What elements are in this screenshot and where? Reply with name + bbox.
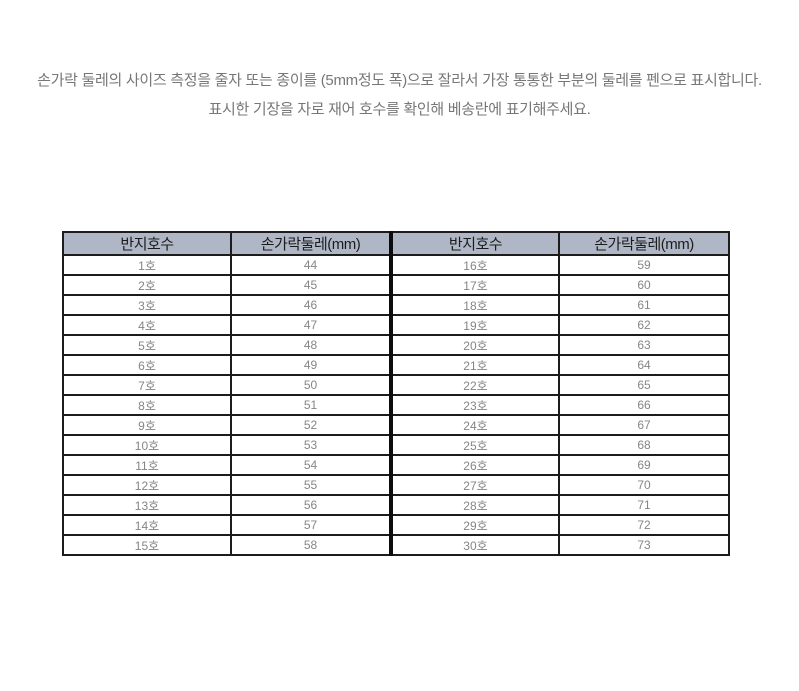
circumference-cell: 66 [558, 394, 730, 416]
circumference-cell: 50 [230, 374, 393, 396]
table-row: 15호 58 30호 73 [62, 534, 730, 556]
ring-size-cell: 30호 [390, 534, 560, 556]
circumference-cell: 55 [230, 474, 393, 496]
ring-size-cell: 26호 [390, 454, 560, 476]
ring-size-cell: 15호 [62, 534, 232, 556]
circumference-cell: 46 [230, 294, 393, 316]
table-row: 9호 52 24호 67 [62, 414, 730, 436]
table-row: 2호 45 17호 60 [62, 274, 730, 296]
table-row: 3호 46 18호 61 [62, 294, 730, 316]
ring-size-cell: 22호 [390, 374, 560, 396]
ring-size-cell: 29호 [390, 514, 560, 536]
table-row: 6호 49 21호 64 [62, 354, 730, 376]
table-row: 14호 57 29호 72 [62, 514, 730, 536]
circumference-cell: 53 [230, 434, 393, 456]
circumference-cell: 63 [558, 334, 730, 356]
ring-size-cell: 28호 [390, 494, 560, 516]
ring-size-cell: 9호 [62, 414, 232, 436]
instruction-line-2: 표시한 기장을 자로 재어 호수를 확인해 베송란에 표기해주세요. [208, 101, 591, 118]
circumference-cell: 71 [558, 494, 730, 516]
ring-size-cell: 5호 [62, 334, 232, 356]
circumference-cell: 67 [558, 414, 730, 436]
circumference-cell: 58 [230, 534, 393, 556]
table-row: 8호 51 23호 66 [62, 394, 730, 416]
table-header-row: 반지호수 손가락둘레(mm) 반지호수 손가락둘레(mm) [62, 231, 730, 256]
circumference-cell: 65 [558, 374, 730, 396]
table-row: 7호 50 22호 65 [62, 374, 730, 396]
ring-size-cell: 19호 [390, 314, 560, 336]
ring-size-cell: 10호 [62, 434, 232, 456]
ring-size-cell: 3호 [62, 294, 232, 316]
ring-size-cell: 7호 [62, 374, 232, 396]
ring-size-cell: 1호 [62, 254, 232, 276]
instruction-line-1: 손가락 둘레의 사이즈 측정을 줄자 또는 종이를 (5mm정도 폭)으로 잘라… [37, 72, 762, 89]
ring-size-cell: 6호 [62, 354, 232, 376]
circumference-cell: 51 [230, 394, 393, 416]
header-circumference-right: 손가락둘레(mm) [558, 231, 730, 256]
ring-size-cell: 13호 [62, 494, 232, 516]
circumference-cell: 60 [558, 274, 730, 296]
ring-size-cell: 21호 [390, 354, 560, 376]
ring-size-cell: 14호 [62, 514, 232, 536]
circumference-cell: 57 [230, 514, 393, 536]
ring-size-cell: 20호 [390, 334, 560, 356]
ring-size-cell: 11호 [62, 454, 232, 476]
ring-size-cell: 16호 [390, 254, 560, 276]
table-row: 10호 53 25호 68 [62, 434, 730, 456]
circumference-cell: 47 [230, 314, 393, 336]
circumference-cell: 61 [558, 294, 730, 316]
ring-size-cell: 23호 [390, 394, 560, 416]
table-row: 11호 54 26호 69 [62, 454, 730, 476]
ring-size-cell: 12호 [62, 474, 232, 496]
circumference-cell: 49 [230, 354, 393, 376]
ring-size-cell: 17호 [390, 274, 560, 296]
header-ring-size-left: 반지호수 [62, 231, 232, 256]
ring-size-cell: 24호 [390, 414, 560, 436]
circumference-cell: 73 [558, 534, 730, 556]
ring-size-table: 반지호수 손가락둘레(mm) 반지호수 손가락둘레(mm) 1호 44 16호 59 2… [62, 231, 730, 556]
table-row: 13호 56 28호 71 [62, 494, 730, 516]
ring-size-cell: 4호 [62, 314, 232, 336]
ring-size-cell: 8호 [62, 394, 232, 416]
ring-size-cell: 2호 [62, 274, 232, 296]
circumference-cell: 69 [558, 454, 730, 476]
ring-size-cell: 18호 [390, 294, 560, 316]
circumference-cell: 48 [230, 334, 393, 356]
circumference-cell: 54 [230, 454, 393, 476]
table-row: 5호 48 20호 63 [62, 334, 730, 356]
circumference-cell: 44 [230, 254, 393, 276]
circumference-cell: 62 [558, 314, 730, 336]
circumference-cell: 72 [558, 514, 730, 536]
circumference-cell: 70 [558, 474, 730, 496]
table-body: 1호 44 16호 59 2호 45 17호 60 3호 46 18호 61 4호 47 19호 62 5호 48… [62, 254, 730, 556]
table-row: 4호 47 19호 62 [62, 314, 730, 336]
ring-size-cell: 25호 [390, 434, 560, 456]
ring-size-cell: 27호 [390, 474, 560, 496]
table-row: 12호 55 27호 70 [62, 474, 730, 496]
circumference-cell: 68 [558, 434, 730, 456]
circumference-cell: 64 [558, 354, 730, 376]
header-circumference-left: 손가락둘레(mm) [230, 231, 393, 256]
circumference-cell: 59 [558, 254, 730, 276]
measurement-instructions: 손가락 둘레의 사이즈 측정을 줄자 또는 종이를 (5mm정도 폭)으로 잘라… [0, 71, 799, 120]
circumference-cell: 45 [230, 274, 393, 296]
header-ring-size-right: 반지호수 [390, 231, 560, 256]
circumference-cell: 52 [230, 414, 393, 436]
table-row: 1호 44 16호 59 [62, 254, 730, 276]
circumference-cell: 56 [230, 494, 393, 516]
